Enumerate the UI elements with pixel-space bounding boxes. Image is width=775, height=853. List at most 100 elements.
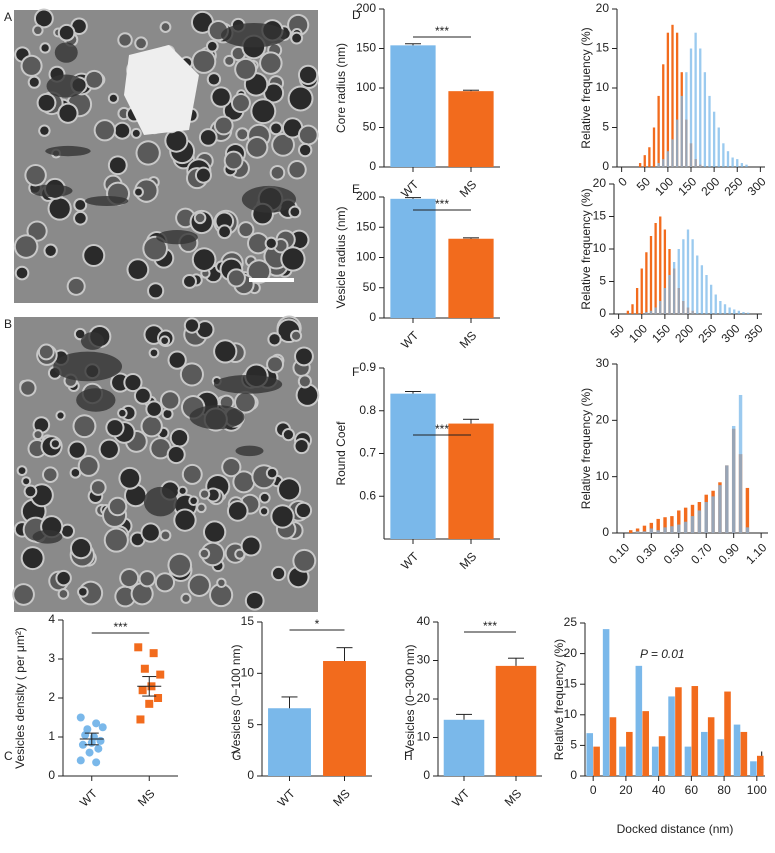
significance-label: * <box>315 617 320 631</box>
vesicle-core <box>275 240 287 252</box>
vesicle-core <box>272 506 293 527</box>
histogram-bar <box>740 731 748 776</box>
histogram-bar <box>711 496 715 533</box>
point <box>156 670 165 679</box>
x-tick-label: 150 <box>649 321 673 345</box>
vesicle-core <box>120 468 140 488</box>
vesicle-core <box>204 522 225 542</box>
vesicle-core <box>232 95 249 112</box>
vesicle-core <box>119 34 131 46</box>
vesicle-core <box>112 374 129 391</box>
vesicle-core <box>269 334 280 345</box>
histogram-bar <box>709 284 713 314</box>
significance-label: *** <box>483 619 497 633</box>
vesicle-core <box>43 468 57 481</box>
vesicle-core <box>149 284 163 298</box>
x-tick-label: WT <box>77 786 101 810</box>
vesicle-core <box>189 575 209 595</box>
vesicle-core <box>207 489 219 501</box>
vesicle-core <box>246 592 263 609</box>
vesicle-core <box>208 74 220 85</box>
histogram-bar <box>668 696 675 776</box>
y-axis-label: Vesicle radius (nm) <box>334 206 348 308</box>
histogram-bar <box>645 252 648 314</box>
x-tick-label: 20 <box>619 783 633 797</box>
histogram-bar <box>677 524 681 533</box>
y-tick-label: 10 <box>596 80 610 94</box>
histogram-bar <box>675 119 679 167</box>
histogram-bar <box>703 72 707 167</box>
histogram-bar <box>689 48 693 167</box>
histogram-bar <box>657 163 660 167</box>
histogram-bar <box>737 310 741 314</box>
point <box>149 649 158 658</box>
organelle <box>45 145 91 157</box>
vesicle-core <box>273 134 293 155</box>
vesicle-core <box>236 392 255 412</box>
x-tick-label: 1.10 <box>743 540 770 567</box>
vesicle-core <box>16 267 28 279</box>
histogram-bar <box>652 127 656 167</box>
bar <box>268 708 311 776</box>
vesicle-core <box>132 584 152 604</box>
histogram-bar <box>742 312 745 314</box>
point <box>81 731 90 740</box>
y-tick-label: 0.8 <box>359 403 376 417</box>
y-tick-label: 5 <box>602 120 609 134</box>
bar <box>390 393 436 539</box>
histogram-bar <box>642 711 649 776</box>
point <box>85 748 94 757</box>
point <box>136 715 145 724</box>
histogram-bar <box>696 255 699 314</box>
y-tick-label: 1 <box>48 729 55 743</box>
vesicle-core <box>195 213 205 223</box>
x-tick-label: MS <box>457 328 480 351</box>
histogram-bar <box>724 691 731 776</box>
histogram-bar <box>736 159 739 167</box>
histogram-bar <box>635 665 643 776</box>
vesicle-core <box>140 572 154 586</box>
vesicle-core <box>294 550 315 571</box>
vesicle-core <box>212 88 230 106</box>
vesicle-core <box>299 376 310 387</box>
x-tick-label: 0.70 <box>688 540 715 567</box>
histogram-bar <box>654 223 657 314</box>
x-tick-label: WT <box>449 786 473 810</box>
vesicle-core <box>25 486 36 497</box>
y-tick-label: 0 <box>247 768 254 782</box>
vesicle-core <box>142 417 161 436</box>
histogram-bar <box>745 164 748 167</box>
vesicle-core <box>220 396 233 409</box>
histogram-bar <box>756 755 764 776</box>
vesicle-core <box>68 278 84 294</box>
x-tick-label: MS <box>457 549 480 572</box>
histogram-bar <box>717 739 724 776</box>
bar <box>448 423 494 539</box>
vesicle-core <box>266 238 276 248</box>
histogram-bar <box>705 275 708 314</box>
y-tick-label: 100 <box>356 250 376 264</box>
x-tick-label: WT <box>398 328 422 352</box>
histogram-bar <box>649 310 653 314</box>
vesicle-core <box>175 510 195 530</box>
y-axis-label: Vesicles (0−100 nm) <box>229 644 243 753</box>
histogram-bar <box>659 216 662 314</box>
vesicle-core <box>228 502 247 520</box>
y-tick-label: 50 <box>363 120 377 134</box>
micrograph <box>13 8 319 303</box>
vesicle-core <box>75 200 86 210</box>
point <box>134 643 143 652</box>
y-tick-label: 15 <box>596 41 610 55</box>
vesicle-core <box>115 123 130 138</box>
vesicle-core <box>228 270 244 286</box>
vesicle-core <box>22 548 43 569</box>
bar <box>390 45 436 168</box>
y-tick-label: 100 <box>356 80 376 94</box>
vesicle-core <box>168 447 184 463</box>
histogram-bar <box>684 746 692 776</box>
vesicle-core <box>299 126 317 144</box>
y-tick-label: 200 <box>356 1 376 15</box>
vesicle-core <box>147 402 161 416</box>
vesicle-core <box>242 537 260 555</box>
panel-label: C <box>4 749 13 763</box>
